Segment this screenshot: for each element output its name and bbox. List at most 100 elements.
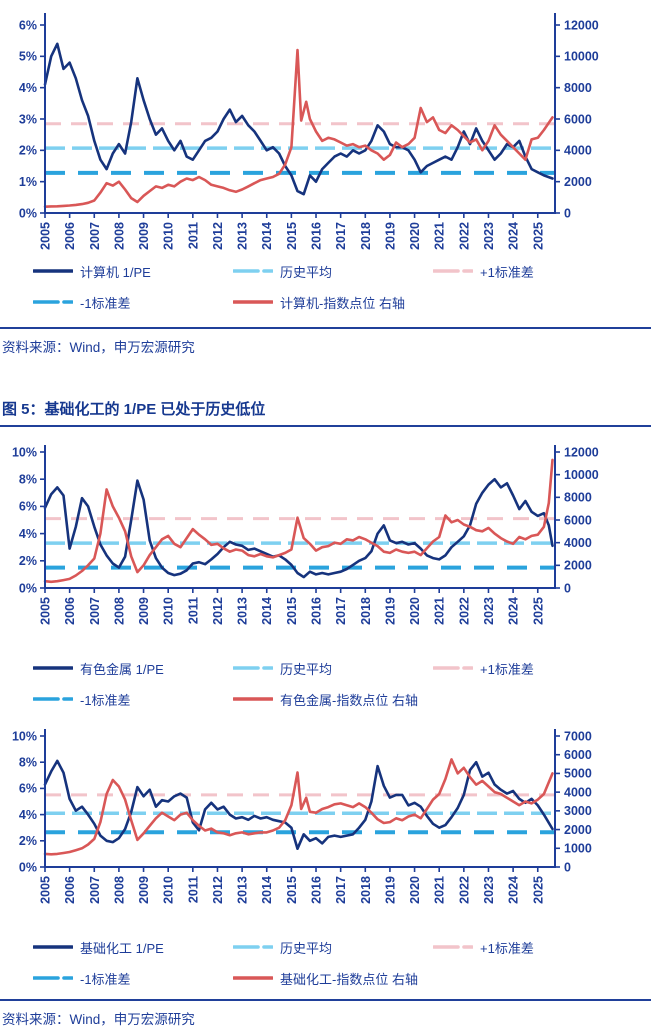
left-axis-tick-label: 0% bbox=[19, 860, 37, 874]
x-axis-tick-label: 2014 bbox=[260, 876, 274, 904]
legend-label: +1标准差 bbox=[480, 661, 534, 677]
x-axis-tick-label: 2023 bbox=[482, 597, 496, 625]
legend-item: -1标准差 bbox=[33, 969, 233, 987]
legend-swatch bbox=[433, 666, 473, 670]
x-axis-tick-label: 2006 bbox=[63, 222, 77, 250]
x-axis-tick-label: 2011 bbox=[186, 222, 200, 249]
x-axis-tick-label: 2018 bbox=[359, 222, 373, 250]
right-axis-tick-label: 5000 bbox=[564, 767, 592, 781]
x-axis-tick-label: 2019 bbox=[383, 597, 397, 625]
legend-label: 历史平均 bbox=[280, 661, 333, 677]
x-axis-tick-label: 2005 bbox=[39, 876, 53, 904]
left-axis-tick-label: 10% bbox=[12, 729, 37, 743]
x-axis-tick-label: 2015 bbox=[285, 597, 299, 625]
x-axis-tick-label: 2008 bbox=[112, 597, 126, 625]
right-axis-tick-label: 0 bbox=[564, 206, 571, 220]
right-axis-tick-label: 8000 bbox=[564, 491, 592, 505]
left-axis-tick-label: 5% bbox=[19, 50, 37, 64]
left-axis-tick-label: 4% bbox=[19, 808, 37, 822]
right-axis-tick-label: 0 bbox=[564, 581, 571, 595]
left-axis-tick-label: 2% bbox=[19, 554, 37, 568]
x-axis-tick-label: 2020 bbox=[408, 876, 422, 904]
legend-item: 历史平均 bbox=[233, 938, 433, 956]
legend-label: 计算机 1/PE bbox=[80, 264, 151, 280]
left-axis-tick-label: 8% bbox=[19, 756, 37, 770]
x-axis-tick-label: 2008 bbox=[112, 876, 126, 904]
legend-label: 计算机-指数点位 右轴 bbox=[280, 295, 405, 311]
left-axis-tick-label: 2% bbox=[19, 834, 37, 848]
legend-computer: 计算机 1/PE 历史平均 +1标准差 -1标准差 计算机-指数点位 右轴 bbox=[33, 262, 641, 311]
x-axis-tick-label: 2016 bbox=[310, 876, 324, 904]
x-axis-tick-label: 2022 bbox=[457, 597, 471, 625]
x-axis-tick-label: 2024 bbox=[507, 222, 521, 250]
left-axis-tick-label: 2% bbox=[19, 144, 37, 158]
source-note: 资料来源：Wind，申万宏源研究 bbox=[2, 1012, 195, 1027]
legend-swatch bbox=[33, 976, 73, 980]
x-axis-tick-label: 2009 bbox=[137, 876, 151, 904]
x-axis-tick-label: 2022 bbox=[457, 222, 471, 250]
x-axis-tick-label: 2025 bbox=[531, 876, 545, 904]
legend-swatch bbox=[33, 697, 73, 701]
right-axis-tick-label: 1000 bbox=[564, 842, 592, 856]
right-axis-tick-label: 10000 bbox=[564, 50, 599, 64]
left-axis-tick-label: 4% bbox=[19, 527, 37, 541]
legend-label: -1标准差 bbox=[80, 692, 131, 708]
legend-item: -1标准差 bbox=[33, 690, 233, 708]
x-axis-tick-label: 2007 bbox=[88, 222, 102, 250]
axis-frame bbox=[44, 445, 556, 589]
x-axis-tick-label: 2024 bbox=[507, 876, 521, 904]
legend-item: +1标准差 bbox=[433, 659, 641, 677]
legend-label: 基础化工-指数点位 右轴 bbox=[280, 971, 418, 987]
x-axis-tick-label: 2015 bbox=[285, 876, 299, 904]
x-axis-tick-label: 2017 bbox=[334, 222, 348, 250]
legend-label: -1标准差 bbox=[80, 971, 131, 987]
legend-swatch bbox=[33, 945, 73, 949]
source-note: 资料来源：Wind，申万宏源研究 bbox=[2, 340, 195, 355]
right-axis-tick-label: 3000 bbox=[564, 804, 592, 818]
legend-item: 历史平均 bbox=[233, 262, 433, 280]
right-axis-tick-label: 12000 bbox=[564, 18, 599, 32]
chart-computer-inverse-pe: 6% 5% 4% 3% 2% 1% 0% 12000 10000 8000 6000 4000 2000… bbox=[19, 13, 599, 250]
legend-swatch bbox=[433, 269, 473, 273]
x-axis-tick-label: 2023 bbox=[482, 222, 496, 250]
right-axis-tick-label: 4000 bbox=[564, 536, 592, 550]
x-axis-tick-label: 2019 bbox=[383, 222, 397, 250]
x-axis-tick-label: 2010 bbox=[162, 876, 176, 904]
right-axis-tick-label: 4000 bbox=[564, 144, 592, 158]
legend-swatch bbox=[33, 666, 73, 670]
x-axis-tick-label: 2012 bbox=[211, 222, 225, 250]
legend-label: +1标准差 bbox=[480, 264, 534, 280]
legend-item: 有色金属-指数点位 右轴 bbox=[233, 690, 433, 708]
legend-label: 有色金属 1/PE bbox=[80, 661, 164, 677]
left-axis-tick-label: 6% bbox=[19, 500, 37, 514]
x-axis-tick-label: 2006 bbox=[63, 597, 77, 625]
x-axis-tick-label: 2021 bbox=[433, 597, 447, 625]
chart-nonferrous-inverse-pe: 10% 8% 6% 4% 2% 0% 12000 10000 8000 6000 4000 2000 0… bbox=[12, 445, 599, 625]
legend-item: 基础化工-指数点位 右轴 bbox=[233, 969, 433, 987]
x-axis-tick-label: 2012 bbox=[211, 597, 225, 625]
legend-item: -1标准差 bbox=[33, 293, 233, 311]
legend-label: 基础化工 1/PE bbox=[80, 940, 164, 956]
x-axis-tick-label: 2016 bbox=[310, 222, 324, 250]
x-axis-tick-label: 2013 bbox=[236, 597, 250, 625]
x-axis-tick-label: 2009 bbox=[137, 222, 151, 250]
legend-label: +1标准差 bbox=[480, 940, 534, 956]
legend-item: 计算机-指数点位 右轴 bbox=[233, 293, 433, 311]
figure-title: 图 5：基础化工的 1/PE 已处于历史低位 bbox=[0, 398, 651, 427]
right-axis-tick-label: 6000 bbox=[564, 513, 592, 527]
legend-item: +1标准差 bbox=[433, 262, 641, 280]
legend-item: 历史平均 bbox=[233, 659, 433, 677]
x-axis-tick-label: 2024 bbox=[507, 597, 521, 625]
left-axis-tick-label: 0% bbox=[19, 581, 37, 595]
separator bbox=[0, 999, 651, 1001]
chart-chemicals-inverse-pe: 10% 8% 6% 4% 2% 0% 7000 6000 5000 4000 3000 2000 100… bbox=[12, 729, 592, 904]
x-axis-tick-label: 2020 bbox=[408, 222, 422, 250]
series-1 bbox=[43, 48, 554, 208]
series-1 bbox=[43, 458, 554, 584]
x-axis-tick-label: 2012 bbox=[211, 876, 225, 904]
x-axis-tick-label: 2009 bbox=[137, 597, 151, 625]
left-axis-tick-label: 6% bbox=[19, 18, 37, 32]
x-axis-tick-label: 2017 bbox=[334, 597, 348, 625]
left-axis-tick-label: 6% bbox=[19, 782, 37, 796]
legend-label: 历史平均 bbox=[280, 940, 333, 956]
